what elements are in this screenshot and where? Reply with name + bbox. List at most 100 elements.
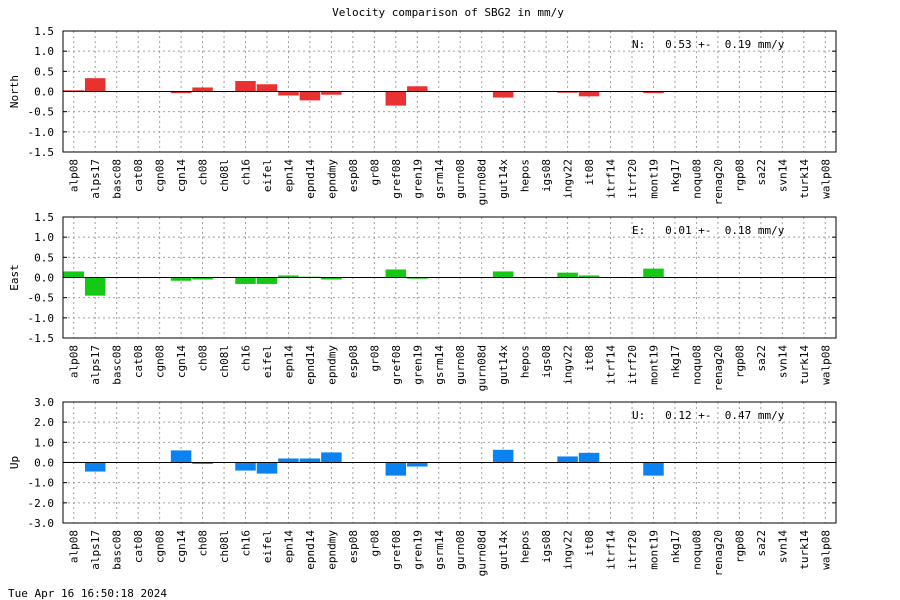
- x-tick-label: gren19: [411, 530, 424, 570]
- bar-alp08: [63, 90, 84, 92]
- x-tick-label: hepos: [519, 159, 532, 192]
- y-tick-label: -3.0: [28, 517, 55, 530]
- bar-epn14: [278, 91, 299, 96]
- bar-ch16: [235, 277, 256, 284]
- x-tick-label: epn14: [282, 530, 295, 563]
- x-tick-label: epndmy: [325, 345, 338, 385]
- y-tick-label: 1.0: [34, 231, 54, 244]
- x-tick-label: basc08: [111, 530, 124, 570]
- x-tick-label: ch08: [197, 159, 210, 186]
- plot-frame: [62, 216, 837, 339]
- x-tick-label: gr08: [368, 345, 381, 372]
- bar-eifel: [256, 462, 278, 474]
- bar-ingv22: [557, 456, 578, 463]
- x-tick-label: esp08: [347, 159, 360, 192]
- bar-mont19: [643, 462, 664, 476]
- panel-up: 3.0 2.0 1.0 0.0 -1.0 -2.0 -3.0 U: 0.12 +- 0.47 …: [8, 396, 837, 576]
- bar-ch08: [192, 87, 213, 92]
- x-tick-label: igs08: [540, 345, 553, 378]
- y-tick-label: 0.5: [34, 251, 54, 264]
- y-tick-label: 0.0: [34, 272, 54, 285]
- x-tick-label: itrf20: [626, 530, 639, 570]
- y-axis-label: North: [8, 75, 21, 108]
- x-tick-label: gsrm14: [433, 345, 446, 385]
- x-tick-label: epnd14: [304, 159, 317, 199]
- x-tick-label: itrf20: [626, 345, 639, 385]
- x-tick-label: gsrm14: [433, 530, 446, 570]
- panel-north: 1.5 1.0 0.5 0.0 -0.5 -1.0 -1.5 N: 0.53 +- 0.19 …: [8, 25, 837, 205]
- x-tick-label: igs08: [540, 530, 553, 563]
- x-tick-label: it08: [583, 345, 596, 372]
- x-tick-label: ch08l: [218, 530, 231, 563]
- plot-frame: [62, 30, 837, 153]
- x-tick-label: noqu08: [690, 345, 703, 385]
- x-tick-label: itrf14: [605, 159, 618, 199]
- x-tick-label: gurn08d: [476, 345, 489, 391]
- bar-cgn14: [170, 277, 192, 281]
- bar-it08: [578, 91, 600, 97]
- y-axis-label: East: [8, 264, 21, 291]
- bar-alp08: [63, 271, 84, 278]
- x-tick-label: epndmy: [325, 159, 338, 199]
- x-tick-label: eifel: [261, 159, 274, 192]
- x-tick-label: ch08: [197, 530, 210, 557]
- x-tick-label: gurn08d: [476, 530, 489, 576]
- x-tick-label: epnd14: [304, 345, 317, 385]
- x-tick-label: cat08: [132, 159, 145, 192]
- stats-annotation: U: 0.12 +- 0.47 mm/y: [632, 409, 785, 422]
- x-tick-label: cgn08: [154, 159, 167, 192]
- chart-title: Velocity comparison of SBG2 in mm/y: [332, 6, 564, 19]
- bar-gref08: [385, 91, 407, 106]
- bar-epn14: [278, 275, 299, 278]
- bar-gref08: [385, 269, 407, 278]
- chart-panels: 1.5 1.0 0.5 0.0 -0.5 -1.0 -1.5 N: 0.53 +- 0.19 …: [8, 25, 837, 576]
- x-tick-label: nkg17: [669, 345, 682, 378]
- x-tick-label: renag20: [712, 345, 725, 391]
- x-tick-label: basc08: [111, 159, 124, 199]
- y-tick-label: -1.0: [28, 312, 55, 325]
- x-tick-label: cat08: [132, 345, 145, 378]
- x-tick-label: gr08: [368, 530, 381, 557]
- x-tick-label: walp08: [819, 159, 832, 199]
- x-tick-label: eifel: [261, 345, 274, 378]
- bar-gren19: [407, 462, 428, 467]
- x-tick-label: rgp08: [733, 159, 746, 192]
- x-tick-label: hepos: [519, 530, 532, 563]
- x-tick-label: eifel: [261, 530, 274, 563]
- x-tick-label: alp08: [68, 345, 81, 378]
- y-tick-label: 0.0: [34, 86, 54, 99]
- x-tick-label: alps17: [89, 159, 102, 199]
- bar-ch08: [192, 277, 213, 280]
- y-tick-label: 1.5: [34, 211, 54, 224]
- x-tick-label: sa22: [755, 159, 768, 186]
- x-tick-label: renag20: [712, 159, 725, 205]
- bar-ch16: [235, 81, 256, 92]
- x-tick-label: itrf20: [626, 159, 639, 199]
- x-tick-label: cgn08: [154, 530, 167, 563]
- x-tick-label: rgp08: [733, 345, 746, 378]
- stats-annotation: E: 0.01 +- 0.18 mm/y: [632, 224, 785, 237]
- x-tick-label: esp08: [347, 345, 360, 378]
- x-tick-label: turk14: [798, 159, 811, 199]
- stats-annotation: N: 0.53 +- 0.19 mm/y: [632, 38, 785, 51]
- x-tick-label: ingv22: [562, 530, 575, 570]
- x-tick-label: walp08: [819, 530, 832, 570]
- x-tick-label: alp08: [68, 159, 81, 192]
- bar-alps17: [84, 277, 106, 296]
- x-tick-label: gref08: [390, 345, 403, 385]
- x-tick-label: gurn08d: [476, 159, 489, 205]
- bar-ch08: [192, 462, 213, 464]
- y-tick-label: -1.0: [28, 126, 55, 139]
- bar-gren19: [407, 277, 428, 279]
- y-tick-label: -1.5: [28, 146, 55, 159]
- bar-alps17: [84, 462, 106, 472]
- x-tick-label: cat08: [132, 530, 145, 563]
- x-tick-label: epndmy: [325, 530, 338, 570]
- x-tick-label: alp08: [68, 530, 81, 563]
- bar-epnd14: [299, 91, 321, 101]
- y-axis-label: Up: [8, 456, 21, 469]
- x-tick-label: basc08: [111, 345, 124, 385]
- x-tick-label: mont19: [647, 530, 660, 570]
- y-tick-label: 3.0: [34, 396, 54, 409]
